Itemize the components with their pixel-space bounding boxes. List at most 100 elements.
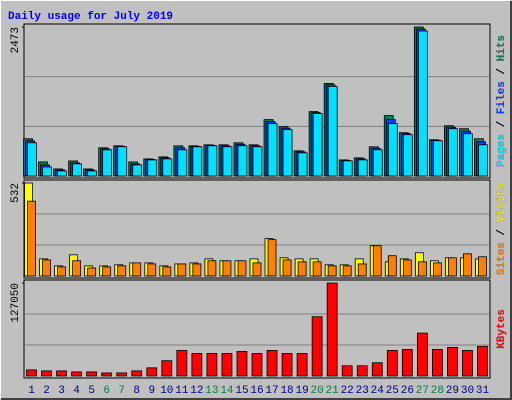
y-tick-label: 127050: [10, 283, 22, 323]
x-tick-label: 9: [148, 385, 155, 397]
bar: [207, 260, 217, 277]
x-tick-label: 5: [88, 385, 95, 397]
bar: [416, 332, 428, 377]
bar: [478, 144, 488, 177]
x-tick-label: 16: [250, 385, 263, 397]
bar: [132, 262, 142, 277]
legend-separator: /: [496, 114, 508, 134]
bar: [311, 316, 323, 377]
x-tick-label: 23: [356, 385, 369, 397]
x-tick-label: 31: [476, 385, 490, 397]
bar: [161, 360, 173, 377]
bar: [26, 369, 37, 377]
legend-entry: Files: [496, 81, 508, 114]
bar: [447, 346, 458, 377]
x-tick-label: 2: [43, 385, 50, 397]
bar: [102, 149, 113, 177]
bar: [357, 263, 367, 277]
bar: [71, 371, 83, 377]
bar: [282, 129, 293, 177]
bar: [372, 245, 382, 277]
x-tick-label: 22: [341, 385, 354, 397]
bar: [57, 170, 67, 177]
x-tick-label: 12: [190, 385, 203, 397]
x-tick-label: 14: [220, 385, 234, 397]
bar: [177, 263, 187, 277]
bar: [87, 267, 97, 277]
bar: [27, 142, 37, 177]
bar: [478, 256, 487, 277]
legend-entry: Hits: [496, 35, 508, 61]
chart-title: Daily usage for July 2019: [8, 11, 173, 23]
bar: [176, 350, 188, 377]
x-tick-label: 26: [401, 385, 414, 397]
x-tick-label: 30: [461, 385, 474, 397]
x-tick-label: 19: [295, 385, 308, 397]
bar: [448, 128, 458, 177]
legend-separator: /: [496, 61, 508, 81]
bar: [266, 350, 278, 377]
bar: [312, 113, 323, 177]
x-tick-label: 29: [446, 385, 459, 397]
x-tick-label: 27: [416, 385, 429, 397]
bar: [252, 262, 262, 277]
bar: [56, 370, 67, 377]
bar: [401, 349, 413, 377]
bar: [132, 164, 143, 177]
bar: [162, 158, 173, 177]
bar: [463, 133, 473, 177]
x-tick-label: 28: [431, 385, 444, 397]
bar: [312, 261, 322, 277]
bar: [41, 370, 52, 377]
bar: [116, 372, 128, 377]
y-tick-label: 2473: [10, 27, 22, 53]
x-tick-label: 24: [371, 385, 385, 397]
x-tick-label: 15: [235, 385, 248, 397]
bar: [432, 262, 442, 277]
bar: [341, 365, 353, 377]
bar: [387, 255, 397, 277]
bar: [131, 370, 143, 377]
bar: [117, 146, 128, 177]
legend-entry: Sites: [496, 242, 508, 275]
bar: [282, 259, 292, 277]
legend: Pages / Files / Hits: [496, 35, 508, 167]
bar: [326, 282, 338, 377]
bar: [87, 170, 98, 177]
x-tick-label: 13: [205, 385, 218, 397]
bar: [357, 159, 368, 177]
bar: [86, 371, 98, 377]
bar: [371, 362, 383, 377]
bar: [372, 149, 383, 177]
x-tick-label: 17: [265, 385, 278, 397]
x-tick-label: 21: [326, 385, 340, 397]
bar: [297, 152, 308, 177]
legend: KBytes: [496, 309, 508, 349]
legend-entry: Visits: [496, 183, 508, 223]
bar: [402, 134, 413, 177]
bar: [296, 353, 308, 377]
bar: [402, 259, 412, 277]
bar: [252, 146, 263, 177]
bar: [102, 266, 112, 277]
bar: [101, 372, 113, 377]
bar: [462, 350, 473, 377]
bar: [147, 159, 158, 177]
bar: [57, 266, 66, 277]
bar: [251, 353, 263, 377]
bar: [463, 253, 472, 277]
bar: [327, 86, 338, 177]
x-tick-label: 18: [280, 385, 293, 397]
x-tick-label: 6: [103, 385, 110, 397]
bar: [72, 260, 82, 277]
bar: [387, 123, 398, 177]
bar: [42, 259, 51, 277]
bar: [448, 257, 457, 277]
bar: [431, 349, 443, 377]
bar: [342, 265, 352, 277]
bar: [267, 123, 278, 177]
x-tick-label: 10: [160, 385, 173, 397]
